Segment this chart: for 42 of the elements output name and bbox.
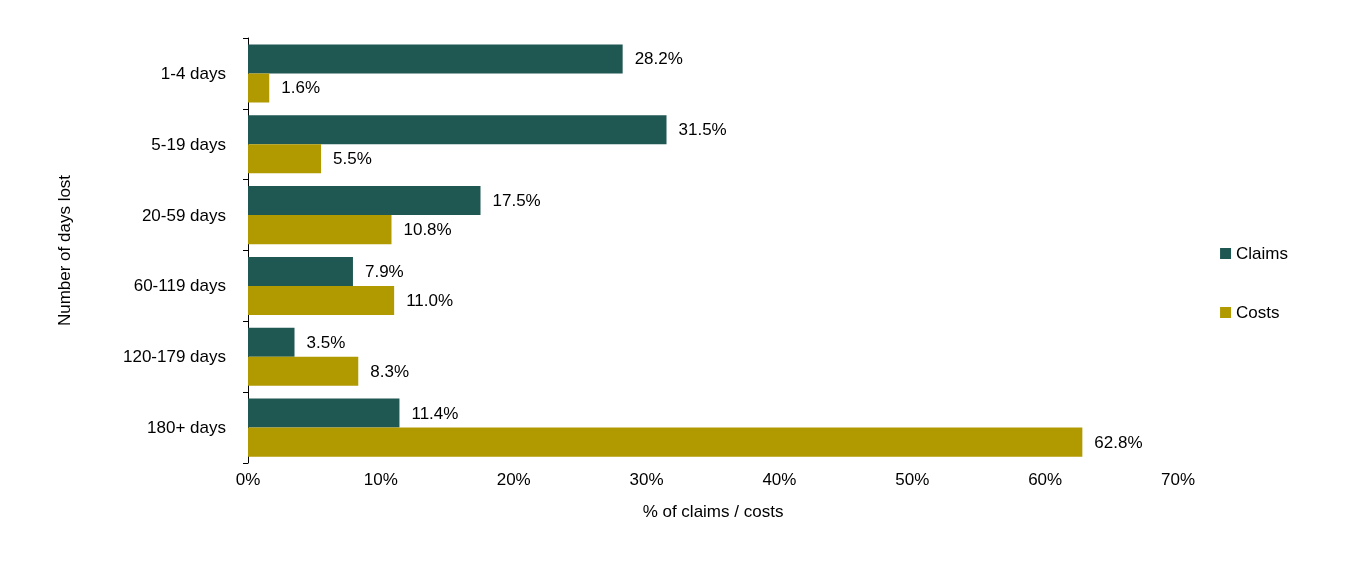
legend-label: Costs <box>1236 303 1280 322</box>
data-label: 3.5% <box>306 332 346 352</box>
bar <box>248 115 667 145</box>
data-label: 7.9% <box>364 261 404 281</box>
y-tick-label: 5-19 days <box>151 134 226 154</box>
data-label: 5.5% <box>333 149 372 169</box>
x-tick-label: 40% <box>762 470 797 489</box>
y-tick-label: 1-4 days <box>160 63 226 83</box>
bar <box>248 144 322 174</box>
data-label: 31.5% <box>678 120 727 140</box>
y-tick-label: 20-59 days <box>141 205 226 225</box>
x-tick-label: 0% <box>235 470 261 489</box>
bar <box>248 327 295 357</box>
x-tick-label: 50% <box>895 470 930 489</box>
bar <box>248 73 270 103</box>
data-label: 1.6% <box>281 78 321 98</box>
y-tick-label: 60-119 days <box>133 276 226 296</box>
data-label: 28.2% <box>634 49 683 69</box>
x-tick-label: 30% <box>629 470 664 489</box>
x-tick-label: 10% <box>363 470 398 489</box>
x-axis-title: % of claims / costs <box>642 502 784 521</box>
data-label: 62.8% <box>1094 432 1143 452</box>
y-tick-label: 180+ days <box>147 418 226 438</box>
bar <box>248 285 395 315</box>
x-tick-label: 60% <box>1028 470 1063 489</box>
x-tick-label: 20% <box>496 470 531 489</box>
bar <box>248 356 359 386</box>
data-label: 17.5% <box>492 191 541 211</box>
x-tick-label: 70% <box>1160 470 1196 489</box>
bar <box>248 398 400 428</box>
y-axis-title: Number of days lost <box>55 174 74 327</box>
bar <box>248 186 481 216</box>
legend-label: Claims <box>1236 244 1289 263</box>
bar <box>248 427 1083 457</box>
bar <box>248 215 392 245</box>
data-label: 11.4% <box>411 403 459 423</box>
y-tick-label: 120-179 days <box>122 347 226 367</box>
bar <box>248 44 623 74</box>
data-label: 10.8% <box>403 220 452 240</box>
bar <box>248 256 353 286</box>
data-label: 11.0% <box>406 290 454 310</box>
data-label: 8.3% <box>370 361 410 381</box>
